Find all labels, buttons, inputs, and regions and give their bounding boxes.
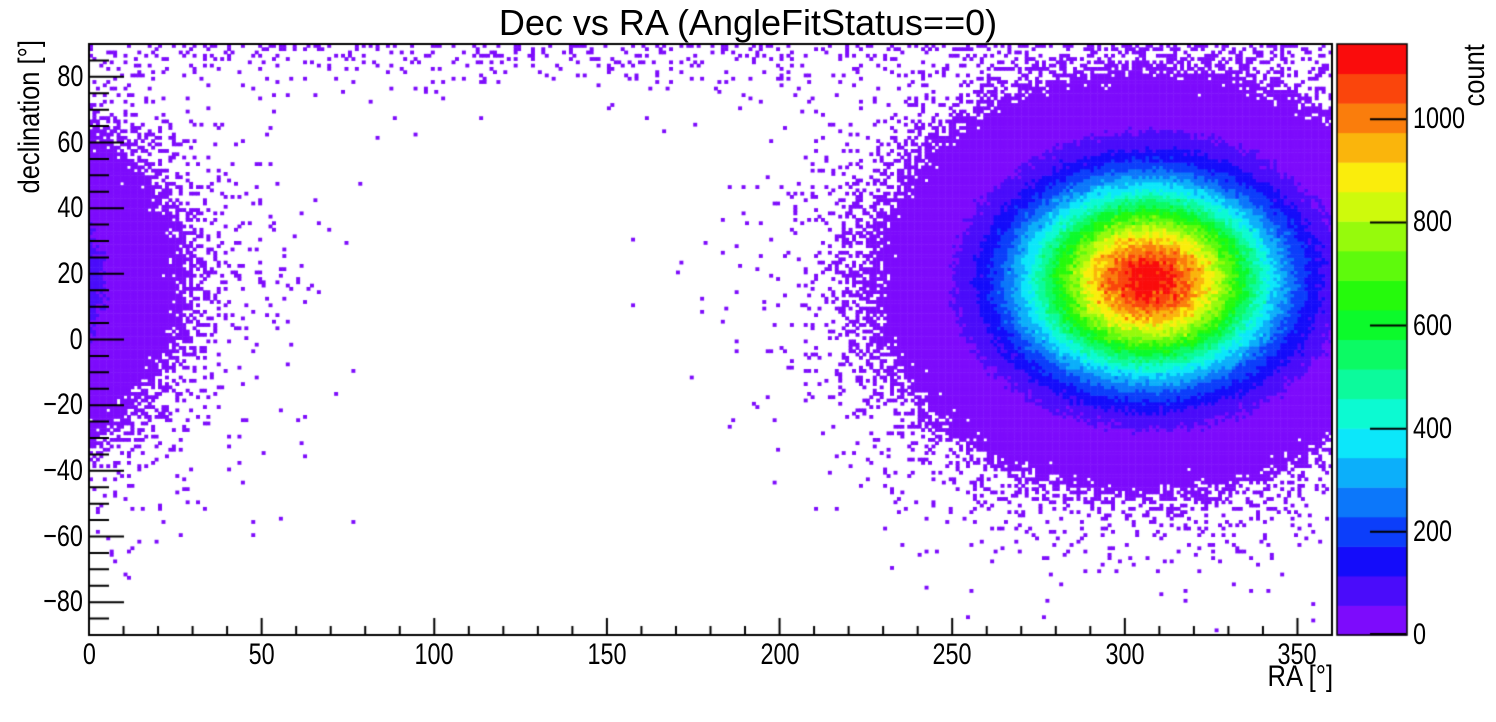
y-tick-label: −20	[43, 388, 83, 422]
x-tick-label: 100	[414, 638, 454, 671]
colorbar-tick-label: 800	[1413, 205, 1453, 239]
x-tick-label: 50	[248, 638, 275, 671]
x-axis-title: RA [°]	[1267, 660, 1333, 693]
y-tick-label: −80	[43, 585, 83, 619]
x-tick-label: 200	[760, 638, 800, 671]
y-tick-label: −60	[43, 519, 83, 553]
x-tick-label: 150	[587, 638, 627, 671]
x-tick-label: 300	[1105, 638, 1145, 671]
colorbar-tick-label: 600	[1413, 308, 1453, 342]
y-tick-label: 20	[56, 256, 83, 290]
colorbar-tick-label: 1000	[1413, 102, 1466, 136]
y-tick-label: 60	[56, 125, 83, 159]
colorbar-tick-label: 400	[1413, 411, 1453, 445]
y-tick-label: 40	[56, 191, 83, 225]
chart-title: Dec vs RA (AngleFitStatus==0)	[498, 2, 998, 43]
colorbar-tick-label: 0	[1413, 618, 1427, 651]
x-tick-label: 350	[1277, 638, 1317, 671]
y-tick-label: −40	[43, 453, 83, 487]
colorbar-title: count	[1458, 43, 1491, 107]
y-tick-label: 0	[69, 322, 83, 356]
colorbar-tick-label: 200	[1413, 514, 1453, 548]
x-tick-label: 250	[932, 638, 972, 671]
x-tick-label: 0	[82, 638, 96, 671]
y-tick-label: 80	[56, 59, 83, 93]
